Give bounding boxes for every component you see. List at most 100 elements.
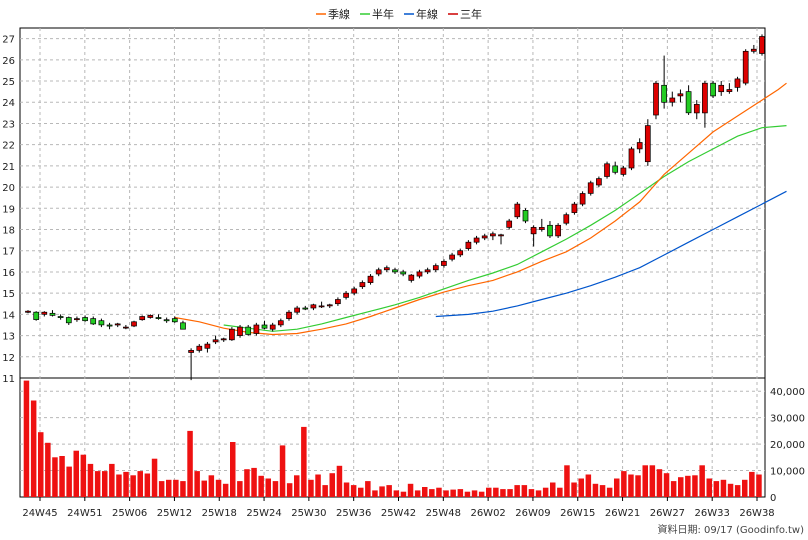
candle-body	[286, 311, 292, 319]
volume-bar	[230, 442, 236, 497]
volume-bar	[130, 475, 136, 497]
price-tick-label: 27	[2, 35, 15, 46]
candle-body	[587, 182, 594, 194]
candle-body	[204, 343, 211, 349]
candle-body	[465, 241, 472, 249]
candle-body	[220, 338, 227, 341]
volume-bar	[52, 457, 58, 497]
volume-bar	[244, 469, 250, 497]
volume-bar	[38, 432, 44, 497]
candle-body	[326, 304, 333, 307]
volume-bar	[258, 475, 264, 497]
price-tick-label: 12	[2, 353, 15, 364]
x-tick-label: 26W02	[470, 508, 505, 519]
candle-body	[498, 234, 504, 237]
x-tick-label: 25W12	[157, 508, 192, 519]
volume-bar	[123, 471, 129, 497]
volume-bar	[486, 487, 492, 497]
candle-body	[171, 318, 178, 323]
volume-bar	[272, 481, 279, 497]
candle-body	[473, 237, 480, 243]
candle-body	[457, 250, 464, 256]
volume-bar	[720, 479, 727, 497]
candle-body	[57, 316, 64, 318]
volume-bar	[528, 489, 535, 497]
volume-bar	[678, 477, 684, 497]
candle-body	[408, 274, 415, 281]
candle-body	[367, 275, 374, 283]
candle-body	[318, 305, 325, 308]
volume-bar	[628, 474, 634, 497]
volume-bar	[663, 473, 670, 497]
candle-body	[90, 318, 97, 325]
candle-body	[661, 84, 667, 103]
candle-body	[212, 339, 219, 343]
candle-body	[612, 165, 619, 173]
x-tick-label: 25W24	[246, 508, 281, 519]
ma-quarter-line	[174, 82, 787, 336]
volume-bar	[137, 471, 143, 497]
candle-body	[106, 324, 113, 327]
volume-bar	[414, 490, 421, 497]
candle-body	[734, 78, 741, 88]
legend-label: 三年	[460, 7, 482, 21]
volume-bar	[251, 467, 257, 497]
price-tick-label: 21	[2, 162, 15, 173]
volume-bar	[436, 487, 442, 497]
volume-bar	[180, 481, 186, 497]
price-tick-label: 23	[2, 119, 15, 130]
x-tick-label: 26W09	[515, 508, 550, 519]
volume-bar	[279, 445, 286, 497]
volume-bar	[606, 487, 613, 497]
candle-body	[335, 299, 341, 305]
candle-body	[530, 227, 537, 235]
volume-bar	[73, 450, 79, 497]
candle-body	[98, 320, 105, 326]
volume-bar	[372, 490, 378, 497]
price-tick-label: 22	[2, 141, 15, 152]
price-tick-label: 16	[2, 268, 15, 279]
candle-body	[147, 315, 154, 318]
candle-body	[669, 97, 676, 103]
x-tick-label: 26W21	[605, 508, 640, 519]
volume-bar	[457, 489, 464, 497]
volume-bar	[642, 465, 648, 497]
candle-body	[514, 203, 521, 218]
volume-bar	[507, 489, 513, 497]
volume-bar	[599, 485, 606, 497]
volume-bar	[692, 475, 698, 497]
x-tick-label: 26W15	[560, 508, 595, 519]
candle-body	[74, 318, 80, 321]
volume-bar	[585, 474, 592, 497]
candle-body	[33, 311, 40, 320]
volume-bar	[713, 481, 720, 497]
volume-bar	[87, 463, 94, 497]
chart-legend: 季線 半年 年線 三年	[316, 7, 482, 21]
volume-bar	[749, 471, 755, 497]
volume-tick-label: 20,000	[770, 440, 805, 451]
candle-body	[416, 271, 423, 277]
x-tick-label: 26W33	[695, 508, 730, 519]
candle-body	[163, 319, 170, 322]
candle-body	[547, 224, 553, 237]
volume-bar	[656, 469, 663, 497]
volume-bar	[422, 487, 428, 497]
price-tick-label: 26	[2, 56, 15, 67]
volume-bar	[80, 454, 87, 497]
candle-body	[538, 227, 545, 230]
volume-bar	[386, 485, 392, 497]
volume-bar	[237, 481, 243, 497]
candle-body	[49, 312, 56, 316]
x-tick-label: 25W36	[336, 508, 371, 519]
price-tick-label: 20	[2, 183, 15, 194]
price-panel: 11 12 13 14 15 16 17 18 19 20 21 22 23 24 25 26 27	[2, 27, 787, 498]
candle-body	[571, 203, 578, 213]
x-tick-label: 25W06	[112, 508, 147, 519]
price-tick-label: 24	[2, 98, 15, 109]
candle-body	[628, 148, 635, 169]
candle-body	[131, 321, 137, 327]
candle-body	[294, 307, 300, 313]
price-tick-label: 17	[2, 247, 15, 258]
volume-bar	[265, 478, 271, 497]
